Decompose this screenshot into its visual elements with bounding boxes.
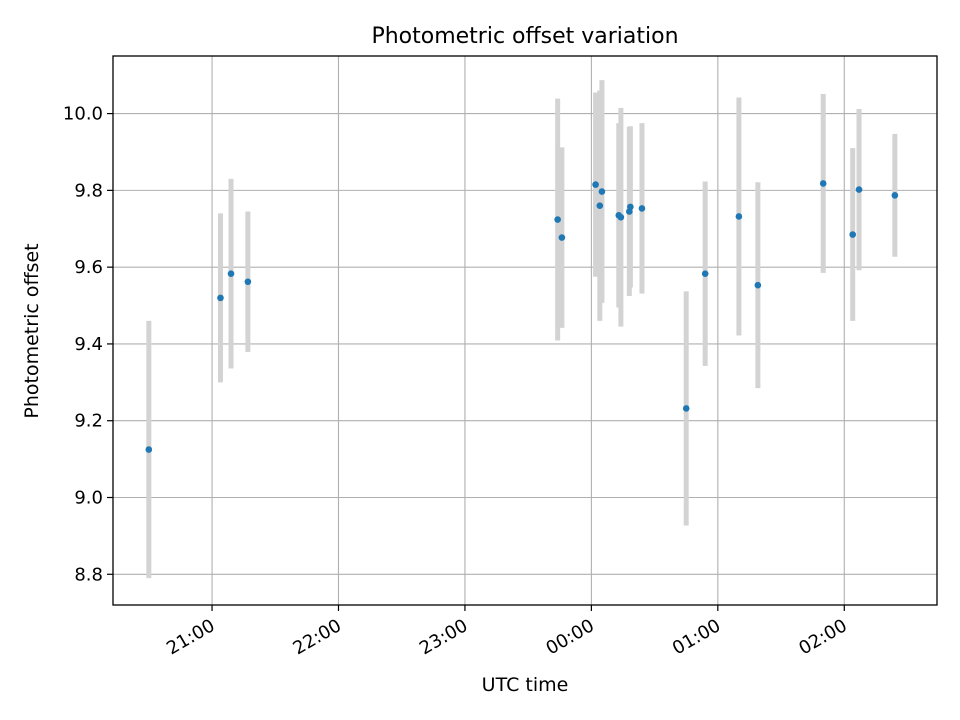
data-point: [682, 405, 690, 412]
chart-title: Photometric offset variation: [371, 24, 678, 49]
x-axis-label: UTC time: [482, 674, 569, 696]
data-point: [598, 188, 606, 195]
data-point: [592, 181, 599, 188]
data-point: [554, 216, 561, 223]
y-axis-label: Photometric offset: [21, 243, 43, 418]
y-tick-label: 9.0: [74, 488, 103, 509]
plot-frame: [112, 55, 938, 606]
data-point: [244, 278, 252, 286]
data-point: [701, 270, 709, 277]
data-point: [617, 213, 625, 221]
data-point: [558, 234, 566, 241]
data-point: [145, 446, 153, 453]
data-point: [227, 270, 235, 277]
data-point: [849, 231, 857, 238]
y-tick-label: 9.2: [74, 411, 103, 432]
data-point: [638, 205, 646, 212]
data-point: [891, 192, 899, 199]
y-tick-label: 10.0: [63, 104, 103, 125]
y-tick-label: 8.8: [74, 564, 103, 585]
data-point: [735, 213, 743, 220]
y-tick-label: 9.8: [74, 180, 103, 201]
y-tick-label: 9.6: [74, 257, 103, 278]
data-point: [627, 203, 634, 211]
y-tick-label: 9.4: [74, 334, 103, 355]
data-points: [145, 180, 899, 453]
data-point: [596, 202, 604, 210]
data-point: [855, 186, 863, 193]
data-point: [819, 180, 827, 187]
data-point: [754, 281, 762, 289]
data-point: [217, 294, 224, 302]
y-axis-ticks: 8.8 9.0 9.2 9.4 9.6 9.8 10.0: [63, 104, 113, 585]
